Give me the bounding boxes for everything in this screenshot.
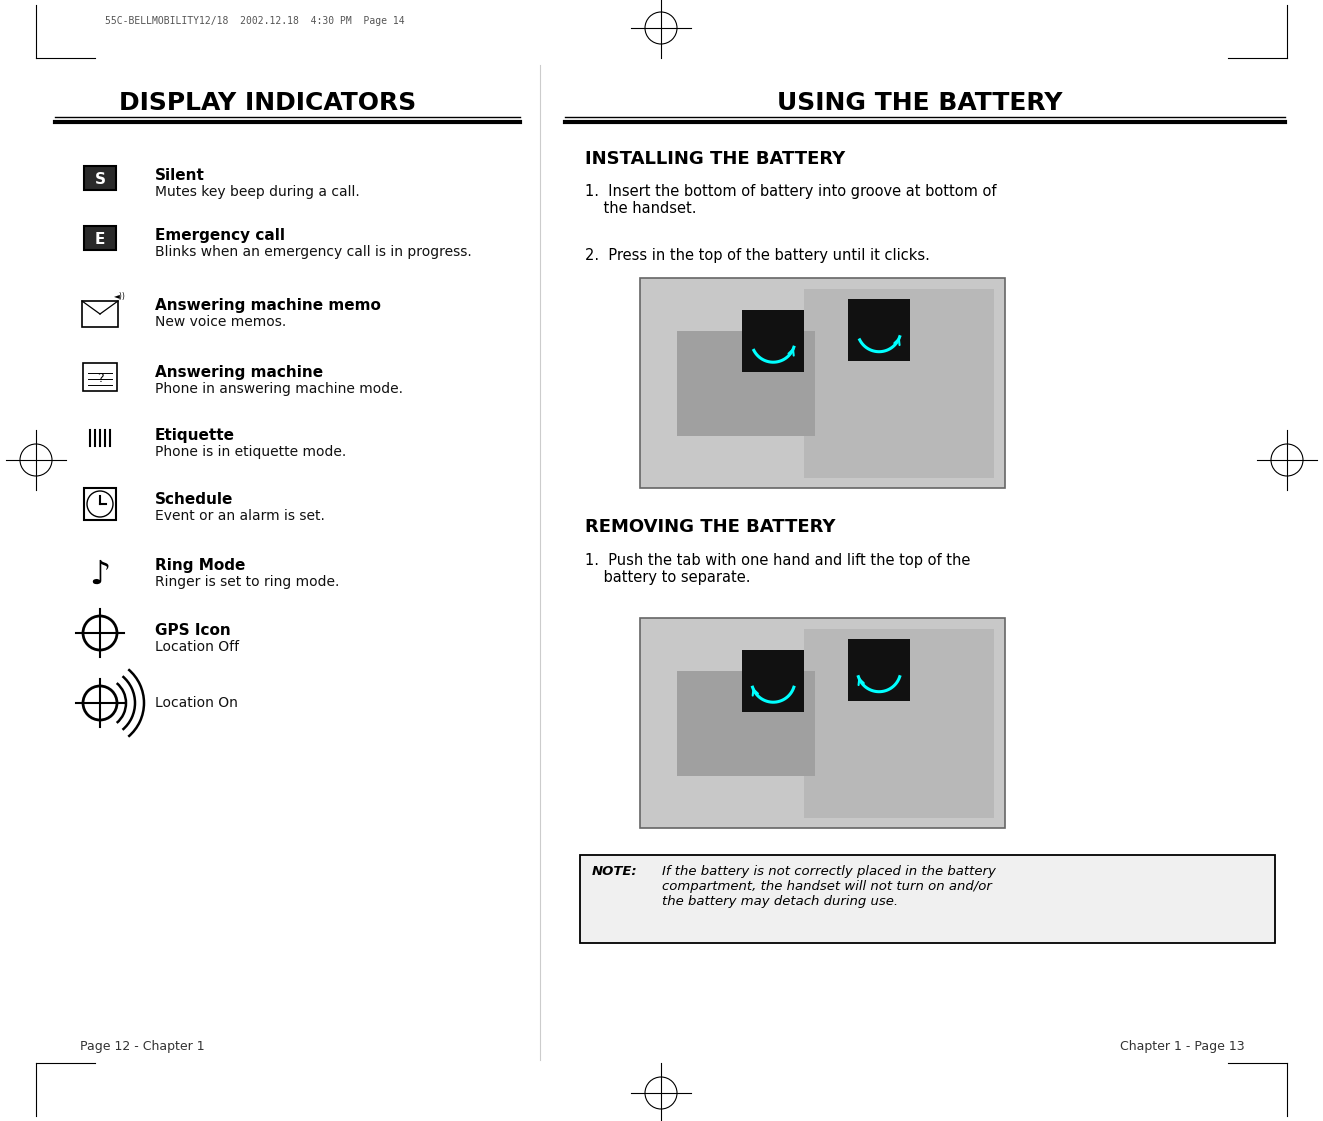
Text: ♪: ♪ [90,557,111,591]
FancyBboxPatch shape [742,309,804,371]
Text: If the battery is not correctly placed in the battery
compartment, the handset w: If the battery is not correctly placed i… [662,865,996,908]
Text: 1.  Push the tab with one hand and lift the top of the
    battery to separate.: 1. Push the tab with one hand and lift t… [585,553,970,585]
Text: GPS Icon: GPS Icon [155,623,230,638]
FancyBboxPatch shape [804,288,994,478]
Text: Mutes key beep during a call.: Mutes key beep during a call. [155,185,360,200]
FancyBboxPatch shape [82,302,118,327]
Text: Schedule: Schedule [155,492,233,507]
Text: Ringer is set to ring mode.: Ringer is set to ring mode. [155,575,340,589]
Text: REMOVING THE BATTERY: REMOVING THE BATTERY [585,518,836,536]
Text: Silent: Silent [155,168,205,183]
Text: USING THE BATTERY: USING THE BATTERY [777,91,1062,115]
FancyBboxPatch shape [848,639,910,701]
FancyBboxPatch shape [640,618,1005,828]
FancyBboxPatch shape [579,855,1275,943]
Text: NOTE:: NOTE: [591,865,638,878]
Text: E: E [95,232,106,247]
Text: Location On: Location On [155,696,238,710]
FancyBboxPatch shape [83,363,116,391]
FancyBboxPatch shape [742,649,804,712]
FancyBboxPatch shape [676,670,815,776]
FancyBboxPatch shape [676,331,815,435]
Text: Chapter 1 - Page 13: Chapter 1 - Page 13 [1121,1040,1245,1053]
Text: INSTALLING THE BATTERY: INSTALLING THE BATTERY [585,150,845,168]
FancyBboxPatch shape [83,226,116,250]
Text: Ring Mode: Ring Mode [155,558,245,573]
Text: 1.  Insert the bottom of battery into groove at bottom of
    the handset.: 1. Insert the bottom of battery into gro… [585,184,996,216]
Text: 55C-BELLMOBILITY12/18  2002.12.18  4:30 PM  Page 14: 55C-BELLMOBILITY12/18 2002.12.18 4:30 PM… [105,16,405,26]
Text: Etiquette: Etiquette [155,428,235,443]
Text: Page 12 - Chapter 1: Page 12 - Chapter 1 [79,1040,205,1053]
FancyBboxPatch shape [83,488,116,520]
Text: Answering machine memo: Answering machine memo [155,298,381,313]
Text: ◄)): ◄)) [114,291,126,300]
FancyBboxPatch shape [83,166,116,189]
Text: Location Off: Location Off [155,640,239,654]
Text: ?: ? [97,371,103,385]
FancyBboxPatch shape [848,299,910,361]
Text: S: S [94,172,106,186]
Text: Answering machine: Answering machine [155,365,323,380]
Text: 2.  Press in the top of the battery until it clicks.: 2. Press in the top of the battery until… [585,248,930,263]
FancyBboxPatch shape [804,629,994,817]
Text: Phone in answering machine mode.: Phone in answering machine mode. [155,382,404,396]
FancyBboxPatch shape [640,278,1005,488]
Text: New voice memos.: New voice memos. [155,315,286,328]
Text: Event or an alarm is set.: Event or an alarm is set. [155,509,325,524]
Text: Blinks when an emergency call is in progress.: Blinks when an emergency call is in prog… [155,245,472,259]
Text: DISPLAY INDICATORS: DISPLAY INDICATORS [119,91,417,115]
Text: Phone is in etiquette mode.: Phone is in etiquette mode. [155,445,347,458]
Text: Emergency call: Emergency call [155,228,284,243]
